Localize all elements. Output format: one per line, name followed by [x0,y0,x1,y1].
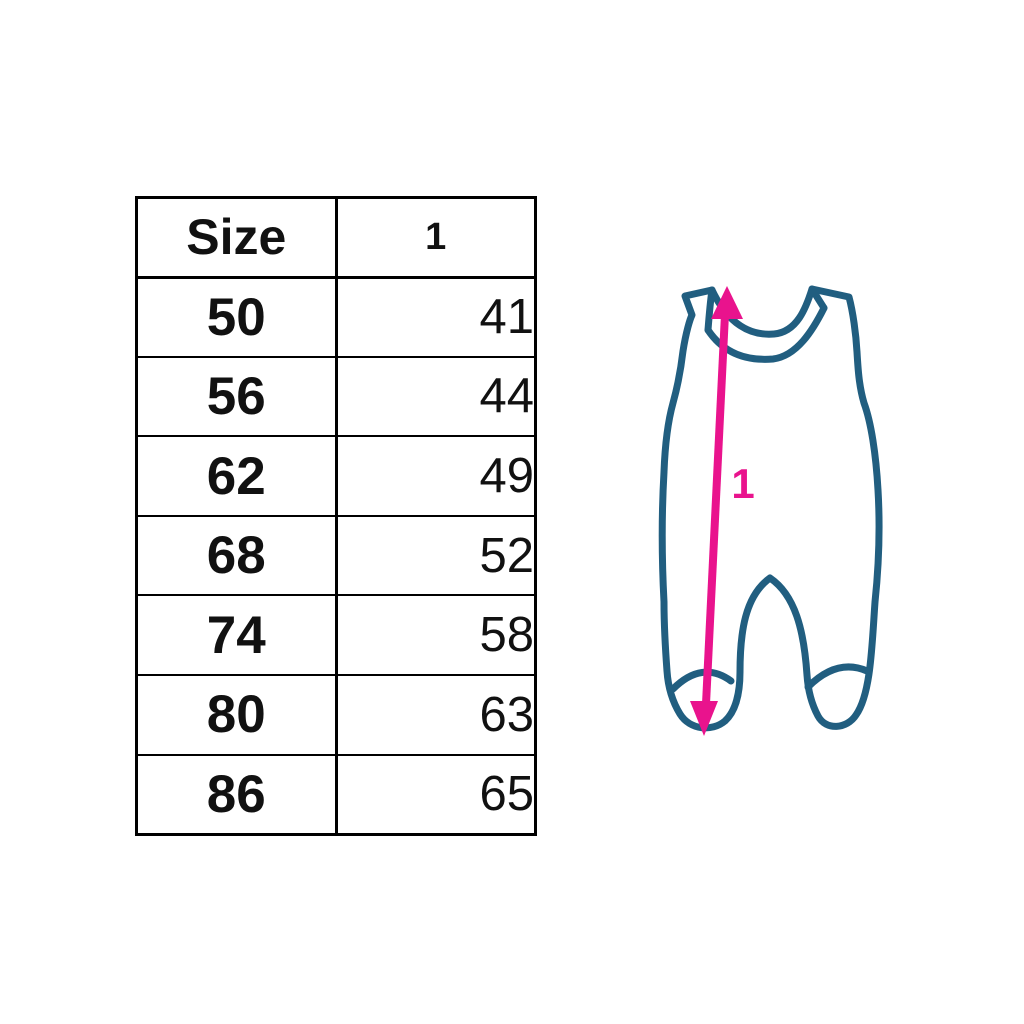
table-row: 74 58 [135,594,537,677]
size-cell: 80 [135,674,338,756]
size-cell: 74 [135,594,338,677]
size-cell: 56 [135,355,338,438]
table-row: 50 41 [135,276,537,358]
value-cell: 41 [335,276,537,358]
value-cell: 65 [335,753,537,836]
table-row: 68 52 [135,514,537,597]
arrow-head-down [690,701,718,736]
romper-outline-svg: 1 [658,285,883,736]
size-cell: 62 [135,435,338,517]
column-header-size: Size [135,196,338,279]
size-cell: 50 [135,276,338,358]
value-cell: 49 [335,435,537,517]
romper-outline-icon [658,285,883,732]
table-header-row: Size 1 [135,196,537,279]
table-row: 86 65 [135,753,537,836]
romper-measurement-diagram: 1 [640,272,930,752]
arrow-shaft [702,313,729,705]
value-cell: 58 [335,594,537,677]
size-cell: 86 [135,753,338,836]
measurement-arrow-icon [690,286,743,736]
table-row: 80 63 [135,674,537,756]
value-cell: 63 [335,674,537,756]
arrow-head-up [711,286,743,319]
column-header-measure-1: 1 [335,196,537,279]
table-row: 56 44 [135,355,537,438]
table-row: 62 49 [135,435,537,517]
size-cell: 68 [135,514,338,597]
value-cell: 44 [335,355,537,438]
value-cell: 52 [335,514,537,597]
measurement-label-1: 1 [731,460,754,507]
size-chart-table: Size 1 50 41 56 44 62 49 68 52 74 [135,196,537,836]
